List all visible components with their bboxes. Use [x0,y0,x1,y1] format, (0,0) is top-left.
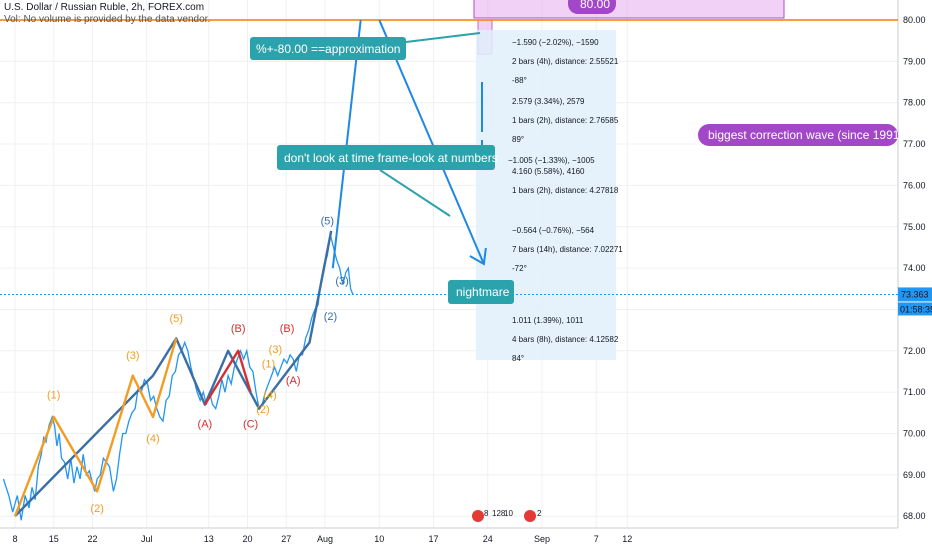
measure-price: −0.564 (−0.76%), −564 [512,226,595,235]
x-tick-label: 15 [49,534,59,544]
wave-label: (A) [198,418,213,430]
wave-label: (5) [321,216,334,228]
event-flag-icon [472,510,484,522]
measure-price: −1.590 (−2.02%), −1590 [512,38,599,47]
wave-label: (5) [169,313,182,325]
forecast-arrow-head [469,247,487,266]
series-line-usdrub [2,234,354,521]
x-tick-label: 7 [594,534,599,544]
callout-timeframe-pointer [379,169,451,217]
measure-bars: 2 bars (4h), distance: 2.55521 [512,57,619,66]
wave-label: (3) [335,276,348,288]
y-tick-label: 70.00 [903,429,926,439]
callout-correction-text: biggest correction wave (since 1991-seco… [708,128,932,142]
x-tick-label: 27 [281,534,291,544]
x-tick-label: 22 [87,534,97,544]
event-extra: 10 [504,509,513,518]
wave-label: (2) [256,404,269,416]
wave-label: (B) [231,323,246,335]
callout-nightmare-text: nightmare [456,285,510,299]
y-tick-label: 74.00 [903,263,926,273]
measure-price: 4.160 (5.58%), 4160 [512,167,585,176]
wave-label: (1) [262,358,275,370]
measure-bars: 7 bars (14h), distance: 7.02271 [512,245,623,254]
volume-note: Vol: No volume is provided by the data v… [4,14,211,25]
y-tick-label: 68.00 [903,511,926,521]
y-tick-label: 75.00 [903,222,926,232]
x-tick-label: 17 [428,534,438,544]
forecast-arrow [331,19,362,269]
target-zone-box [473,0,785,19]
event-badge: 8 [484,509,489,518]
y-tick-label: 80.00 [903,15,926,25]
y-tick-label: 76.00 [903,180,926,190]
measure-price: 2.579 (3.34%), 2579 [512,97,585,106]
event-label: 128 [492,509,506,518]
chart-title: U.S. Dollar / Russian Ruble, 2h, FOREX.c… [4,2,205,13]
wave-path-wave_orange [13,338,178,517]
x-tick-label: Jul [141,534,153,544]
measure-angle: 89° [512,135,524,144]
y-tick-label: 72.00 [903,346,926,356]
x-tick-label: 8 [12,534,17,544]
y-tick-label: 79.00 [903,56,926,66]
measure-angle: -88° [512,76,527,85]
measure-panel [476,30,616,360]
wave-label: (4) [146,433,159,445]
wave-label: (2) [324,311,337,323]
event-flag-icon-2 [524,510,536,522]
last-price-tag [898,287,932,302]
wave-label: (3) [269,344,282,356]
wave-label: (3) [126,350,139,362]
x-tick-label: 20 [242,534,252,544]
y-tick-label: 69.00 [903,470,926,480]
last-price-value: 73.363 [901,289,929,299]
forecast-arrow [378,19,485,265]
measure-bars: 4 bars (8h), distance: 4.12582 [512,335,619,344]
callout-correction-box [698,124,898,146]
price-axis-panel [898,0,932,550]
wave-label: (A) [286,375,301,387]
x-tick-label: 10 [374,534,384,544]
measure-angle: -72° [512,264,527,273]
measure-price: 1.011 (1.39%), 1011 [512,316,584,325]
callout-80-box [568,0,616,14]
countdown-tag [898,302,932,316]
wave-label: (4) [263,389,276,401]
event-badge-2: 2 [537,509,542,518]
callout-approximation-text: %+-80.00 ==approximation [256,42,400,56]
wave-label: (B) [280,323,295,335]
callout-80-text: 80.00 [580,0,610,11]
countdown-value: 01:58:35 [900,304,932,314]
x-tick-label: 13 [204,534,214,544]
x-tick-label: 12 [622,534,632,544]
callout-timeframe-box [277,145,495,170]
x-tick-label: Sep [534,534,550,544]
wave-path-wave_blue [14,230,333,518]
wave-label: (2) [90,503,103,515]
x-tick-label: 24 [483,534,493,544]
callout-timeframe-text: don't look at time frame-look at numbers [284,151,498,165]
callout-nightmare-box [448,280,514,304]
x-tick-label: Aug [317,534,333,544]
measure-bars: 1 bars (2h), distance: 2.76585 [512,116,619,125]
callout-approximation-pointer [405,32,481,43]
measure-bars: 1 bars (2h), distance: 4.27818 [512,186,619,195]
y-tick-label: 77.00 [903,139,926,149]
y-tick-label: 71.00 [903,387,926,397]
measure-angle: 84° [512,354,524,363]
callout-approximation-box [250,37,406,60]
wave-label: (1) [47,389,60,401]
wave-label: (C) [243,418,258,430]
wave-path-wave_red [203,349,252,406]
measure-partial: −1.005 (−1.33%), −1005 [508,156,595,165]
y-tick-label: 78.00 [903,98,926,108]
